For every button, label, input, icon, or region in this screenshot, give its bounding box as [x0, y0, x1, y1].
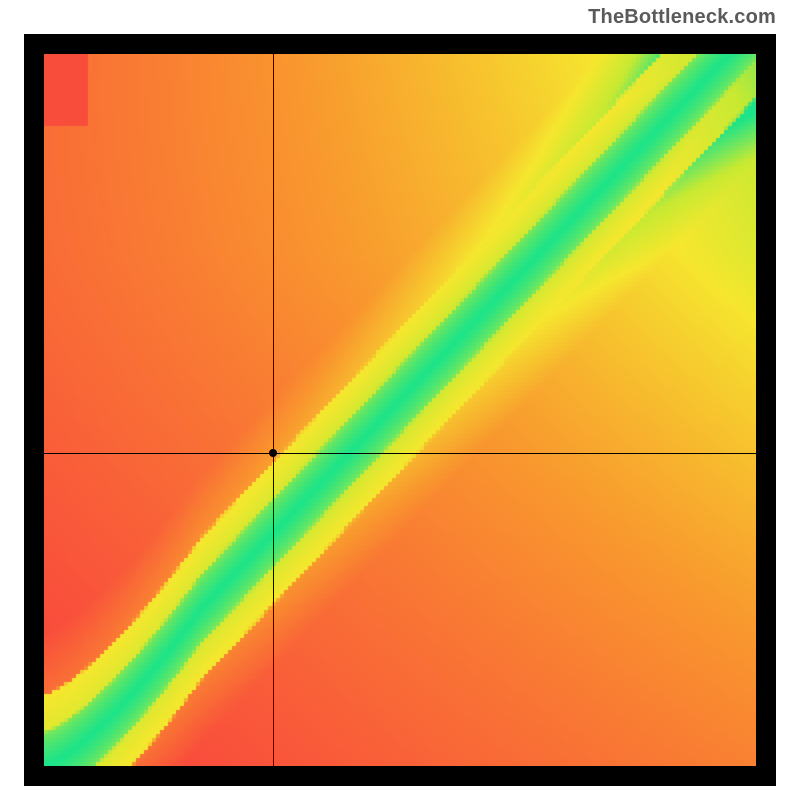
- crosshair-marker: [269, 449, 277, 457]
- plot-area: [44, 54, 756, 766]
- plot-frame: [24, 34, 776, 786]
- crosshair-vertical: [273, 54, 274, 766]
- attribution-text: TheBottleneck.com: [588, 6, 776, 29]
- crosshair-horizontal: [44, 453, 756, 454]
- heatmap-canvas: [44, 54, 756, 766]
